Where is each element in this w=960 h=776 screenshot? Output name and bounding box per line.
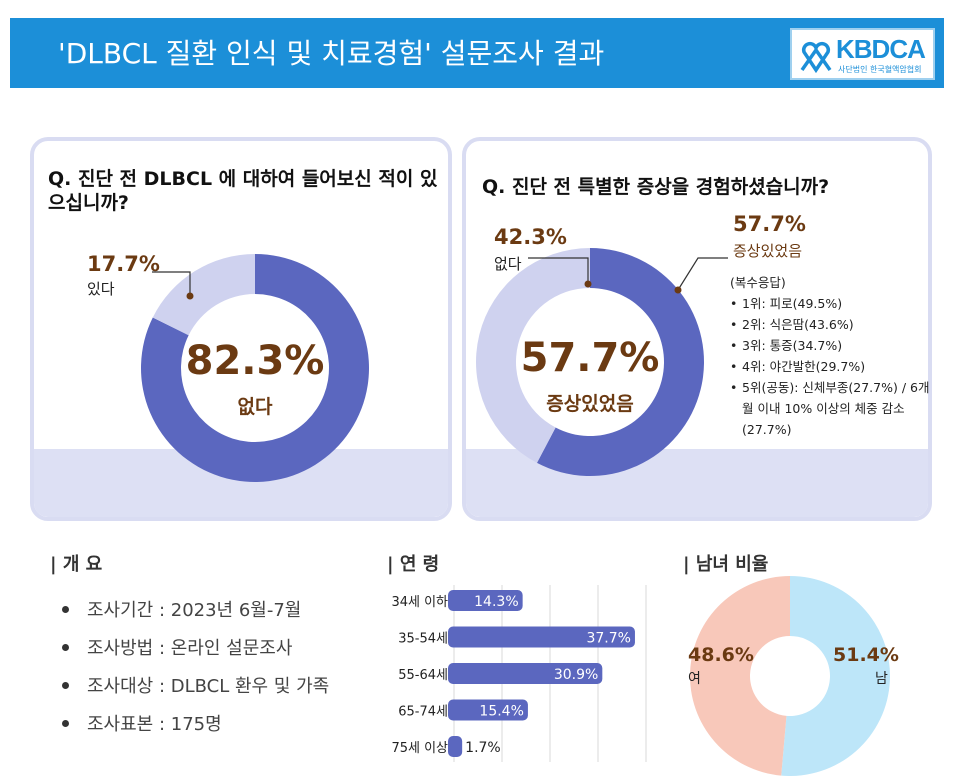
- list-item: • 3위: 통증(34.7%): [730, 338, 843, 353]
- category-label: 34세 이하: [391, 595, 448, 610]
- center-label: 증상있었음: [546, 393, 634, 415]
- leader-line: [677, 257, 728, 291]
- side-value: 17.7%: [87, 252, 160, 276]
- kbdca-logo: KBDCA 사단법인 한국혈액암협회: [790, 28, 935, 80]
- logo-subtitle: 사단법인 한국혈액암협회: [838, 65, 922, 74]
- slice-yes: [152, 254, 255, 336]
- symptom-list: (복수응답) • 1위: 피로(49.5%) • 2위: 식은땀(43.6%) • 3…: [730, 272, 930, 440]
- center-value: 57.7%: [520, 335, 660, 381]
- overview-title: | 개 요: [50, 554, 103, 575]
- list-item: 조사표본 : 175명: [62, 704, 329, 742]
- slice-male: [781, 576, 891, 776]
- multiple-answer-note: (복수응답): [730, 275, 786, 290]
- value-label: 30.9%: [554, 667, 598, 683]
- bar: [448, 736, 463, 757]
- female-value: 48.6%: [688, 644, 754, 666]
- bar: [448, 626, 635, 648]
- no-value: 42.3%: [494, 225, 567, 249]
- center-label: 없다: [237, 396, 273, 418]
- value-label: 14.3%: [474, 594, 518, 610]
- category-label: 35-54세: [398, 632, 448, 647]
- list-item: • 4위: 야간발한(29.7%): [730, 359, 866, 374]
- age-title: | 연 령: [387, 554, 440, 575]
- no-label: 없다: [494, 255, 522, 273]
- question-text: Q. 진단 전 DLBCL 에 대하여 들어보신 적이 있으십니까?: [48, 168, 438, 214]
- yes-value: 57.7%: [733, 212, 806, 236]
- bar: [448, 663, 603, 684]
- bar: [448, 590, 523, 611]
- slice-no: [141, 254, 370, 483]
- value-label: 15.4%: [479, 704, 523, 720]
- slice-female: [690, 576, 790, 776]
- gender-title: | 남녀 비율: [683, 554, 769, 575]
- header-banner: 'DLBCL 질환 인식 및 치료경험' 설문조사 결과 KBDCA 사단법인 …: [10, 18, 944, 88]
- leader-line: [528, 257, 589, 284]
- list-item: • 2위: 식은땀(43.6%): [730, 317, 854, 332]
- leader-dot: [584, 280, 592, 288]
- list-item: 조사대상 : DLBCL 환우 및 가족: [62, 666, 329, 704]
- question-text: Q. 진단 전 특별한 증상을 경험하셨습니까?: [482, 176, 830, 198]
- center-value: 82.3%: [185, 338, 325, 384]
- leader-line: [152, 271, 191, 296]
- slice-symptoms: [536, 248, 704, 477]
- list-item: 조사방법 : 온라인 설문조사: [62, 628, 329, 666]
- value-label: 1.7%: [465, 740, 501, 756]
- yes-label: 증상있었음: [733, 242, 803, 260]
- male-value: 51.4%: [833, 644, 899, 666]
- category-label: 75세 이상: [391, 741, 448, 756]
- female-label: 여: [688, 671, 701, 687]
- overview-list: 조사기간 : 2023년 6월-7월 조사방법 : 온라인 설문조사 조사대상 …: [62, 590, 329, 742]
- category-label: 55-64세: [398, 668, 448, 683]
- logo-text: KBDCA: [836, 34, 926, 64]
- list-item: 조사기간 : 2023년 6월-7월: [62, 590, 329, 628]
- list-item: • 1위: 피로(49.5%): [730, 296, 843, 311]
- value-label: 37.7%: [586, 631, 630, 647]
- slice-none: [476, 248, 590, 463]
- ribbon-icon: [800, 41, 832, 74]
- leader-dot: [186, 292, 194, 300]
- male-label: 남: [875, 671, 888, 687]
- page-title: 'DLBCL 질환 인식 및 치료경험' 설문조사 결과: [58, 37, 605, 70]
- bar: [448, 699, 528, 721]
- leader-dot: [674, 286, 682, 294]
- category-label: 65-74세: [398, 705, 448, 720]
- side-label: 있다: [87, 280, 115, 298]
- list-item: • 5위(공동): 신체부종(27.7%) / 6개월 이내 10% 이상의 체중…: [730, 380, 930, 437]
